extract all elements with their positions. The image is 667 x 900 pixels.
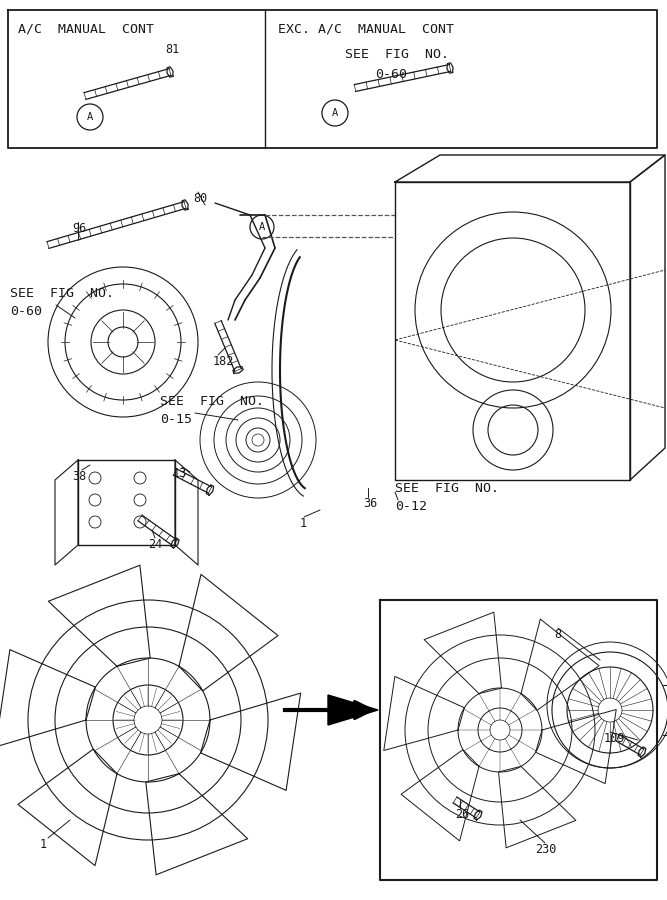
Text: 96: 96 bbox=[72, 222, 86, 235]
Text: 80: 80 bbox=[193, 192, 207, 205]
Text: 1: 1 bbox=[300, 517, 307, 530]
Text: EXC. A/C  MANUAL  CONT: EXC. A/C MANUAL CONT bbox=[278, 22, 454, 35]
Text: 1: 1 bbox=[40, 838, 47, 851]
Text: 0-12: 0-12 bbox=[395, 500, 427, 513]
Text: 182: 182 bbox=[213, 355, 234, 368]
Text: A: A bbox=[332, 108, 338, 118]
Text: 230: 230 bbox=[535, 843, 556, 856]
Text: 8: 8 bbox=[554, 628, 561, 641]
Text: 24: 24 bbox=[148, 538, 162, 551]
Text: SEE  FIG  NO.: SEE FIG NO. bbox=[160, 395, 264, 408]
Text: 0-15: 0-15 bbox=[160, 413, 192, 426]
Text: A: A bbox=[259, 222, 265, 232]
Text: 36: 36 bbox=[363, 497, 378, 510]
Text: SEE  FIG  NO.: SEE FIG NO. bbox=[345, 48, 449, 61]
Text: 109: 109 bbox=[604, 732, 626, 745]
Text: 38: 38 bbox=[72, 470, 86, 483]
Text: SEE  FIG  NO.: SEE FIG NO. bbox=[395, 482, 499, 495]
Polygon shape bbox=[328, 695, 378, 725]
Text: 81: 81 bbox=[165, 43, 179, 56]
Text: SEE  FIG  NO.: SEE FIG NO. bbox=[10, 287, 114, 300]
Text: A/C  MANUAL  CONT: A/C MANUAL CONT bbox=[18, 22, 154, 35]
Text: A: A bbox=[87, 112, 93, 122]
Text: 13: 13 bbox=[173, 467, 187, 480]
Text: 26: 26 bbox=[455, 808, 470, 821]
Text: 0-60: 0-60 bbox=[375, 68, 407, 81]
Text: 0-60: 0-60 bbox=[10, 305, 42, 318]
